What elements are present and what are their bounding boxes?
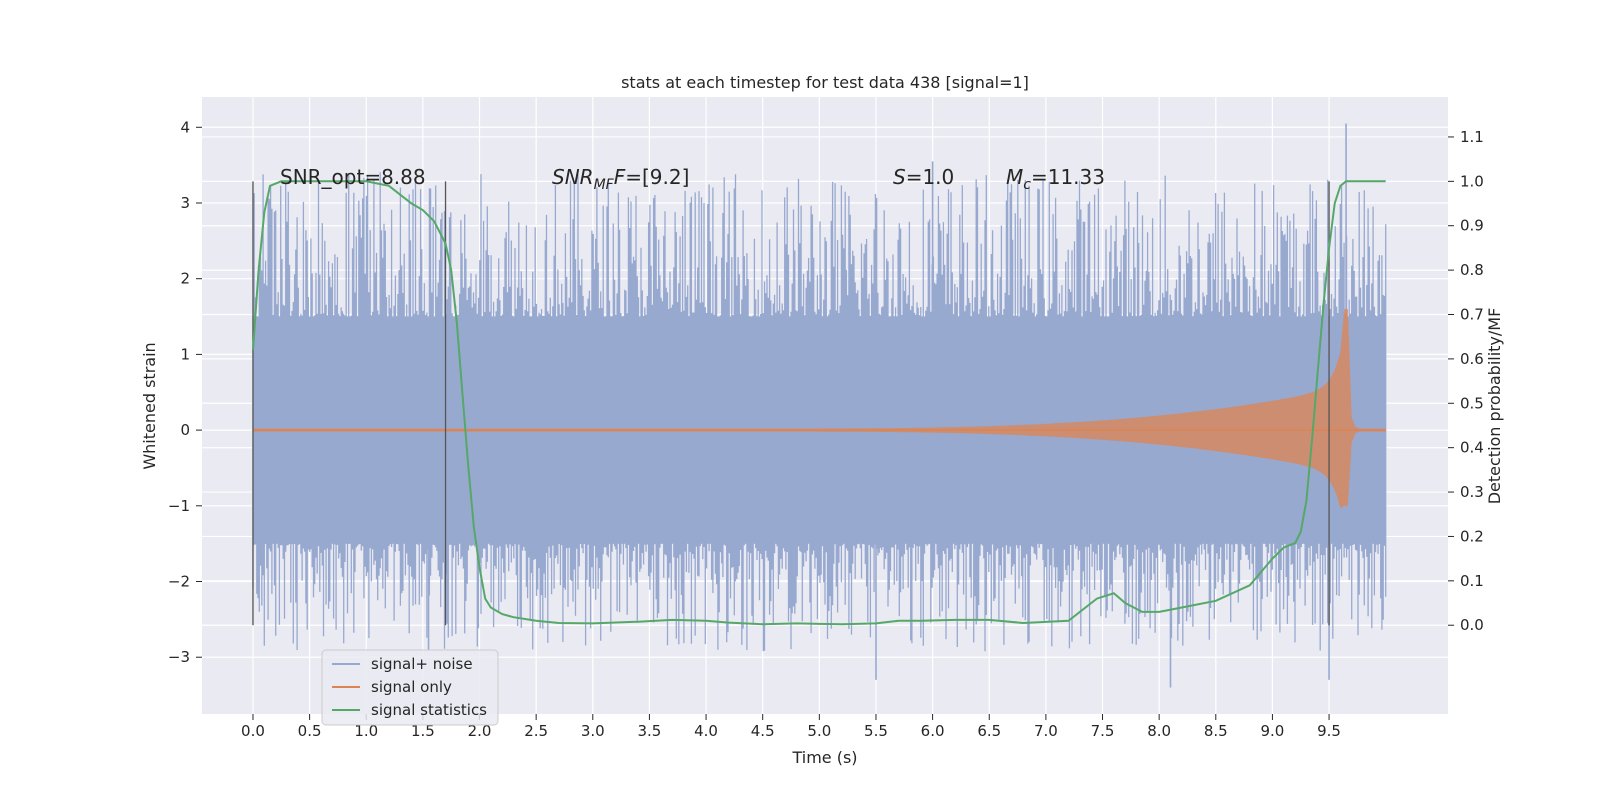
annotation-s-rest: =1.0 — [906, 165, 955, 189]
y2-tick-label: 0.9 — [1460, 217, 1484, 235]
legend-box — [321, 649, 499, 726]
x-tick-label: 7.5 — [1091, 722, 1115, 740]
signal-statistics-line — [252, 180, 1386, 626]
y2-tick-label: 0.1 — [1460, 572, 1484, 590]
x-tick-label: 8.5 — [1204, 722, 1228, 740]
annotation-snr-mf-main: SNR — [552, 165, 594, 189]
x-tick-label: 2.5 — [524, 722, 548, 740]
chart-title: stats at each timestep for test data 438… — [621, 73, 1029, 92]
annotation-mc: Mc=11.33 — [1006, 165, 1105, 193]
x-tick-label: 2.0 — [468, 722, 492, 740]
x-tick-label: 3.0 — [581, 722, 605, 740]
x-tick-label: 7.0 — [1034, 722, 1058, 740]
annotation-snr-mf-rest: =[9.2] — [625, 165, 689, 189]
y-tick-label: −1 — [168, 497, 190, 515]
y2-tick-label: 1.0 — [1460, 172, 1484, 190]
annotation-mc-sub: c — [1023, 177, 1031, 193]
x-tick-label: 1.5 — [411, 722, 435, 740]
y2-tick-label: 0.6 — [1460, 350, 1484, 368]
y2-axis-label: Detection probability/MF — [1485, 308, 1504, 505]
x-tick-label: 0.5 — [298, 722, 322, 740]
y-tick-label: 3 — [180, 194, 190, 212]
annotation-s-main: S — [893, 165, 906, 189]
annotation-s: S=1.0 — [893, 165, 954, 189]
annotation-snr-mf-f: F — [614, 165, 626, 189]
legend-label-signal-statistics: signal statistics — [371, 701, 487, 719]
x-tick-labels: 0.0 0.5 1.0 1.5 2.0 2.5 3.0 3.5 4.0 4.5 5.0 5.5 6.0 6… — [241, 714, 1341, 740]
x-tick-label: 4.5 — [751, 722, 775, 740]
x-tick-label: 6.5 — [977, 722, 1001, 740]
x-tick-label: 9.0 — [1260, 722, 1284, 740]
x-tick-label: 5.5 — [864, 722, 888, 740]
annotation-mc-rest: =11.33 — [1031, 165, 1105, 189]
x-tick-label: 8.0 — [1147, 722, 1171, 740]
annotation-mc-main: M — [1006, 165, 1023, 189]
annotation-snr-mf-sub: MF — [594, 177, 615, 193]
y-tick-label: 4 — [180, 118, 190, 136]
y2-tick-label: 1.1 — [1460, 128, 1484, 146]
annotation-snr-mf: SNRMFF=[9.2] — [552, 165, 689, 193]
x-tick-label: 6.0 — [921, 722, 945, 740]
y2-tick-label: 0.8 — [1460, 261, 1484, 279]
annotation-snr-opt: SNR_opt=8.88 — [280, 165, 426, 189]
y-tick-label: −2 — [168, 573, 190, 591]
y-tick-label: 0 — [180, 421, 190, 439]
x-tick-label: 9.5 — [1317, 722, 1341, 740]
y-axis-label: Whitened strain — [140, 342, 159, 469]
x-axis-label: Time (s) — [791, 748, 857, 767]
x-tick-label: 4.0 — [694, 722, 718, 740]
signal-only-series — [252, 309, 1386, 509]
y2-tick-label: 0.5 — [1460, 394, 1484, 412]
y2-tick-label: 0.0 — [1460, 616, 1484, 634]
x-tick-label: 0.0 — [241, 722, 265, 740]
x-tick-label: 1.0 — [354, 722, 378, 740]
x-tick-label: 3.5 — [637, 722, 661, 740]
legend: signal+ noise signal only signal statist… — [321, 649, 499, 726]
x-tick-label: 5.0 — [807, 722, 831, 740]
legend-label-signal-only: signal only — [371, 678, 452, 696]
y2-tick-label: 0.3 — [1460, 483, 1484, 501]
y2-tick-label: 0.4 — [1460, 439, 1484, 457]
y2-tick-label: 0.2 — [1460, 527, 1484, 545]
y-tick-labels: −3 −2 −1 0 1 2 3 4 — [168, 118, 202, 666]
y-tick-label: 1 — [180, 345, 190, 363]
legend-label-signal-noise: signal+ noise — [371, 655, 473, 673]
signal-statistics-series — [252, 180, 1386, 626]
y2-tick-label: 0.7 — [1460, 306, 1484, 324]
y2-tick-labels: 0.0 0.1 0.2 0.3 0.4 0.5 0.6 0.7 0.8 0.9 1.0 1.1 — [1448, 128, 1484, 634]
y-tick-label: −3 — [168, 648, 190, 666]
y-tick-label: 2 — [180, 270, 190, 288]
